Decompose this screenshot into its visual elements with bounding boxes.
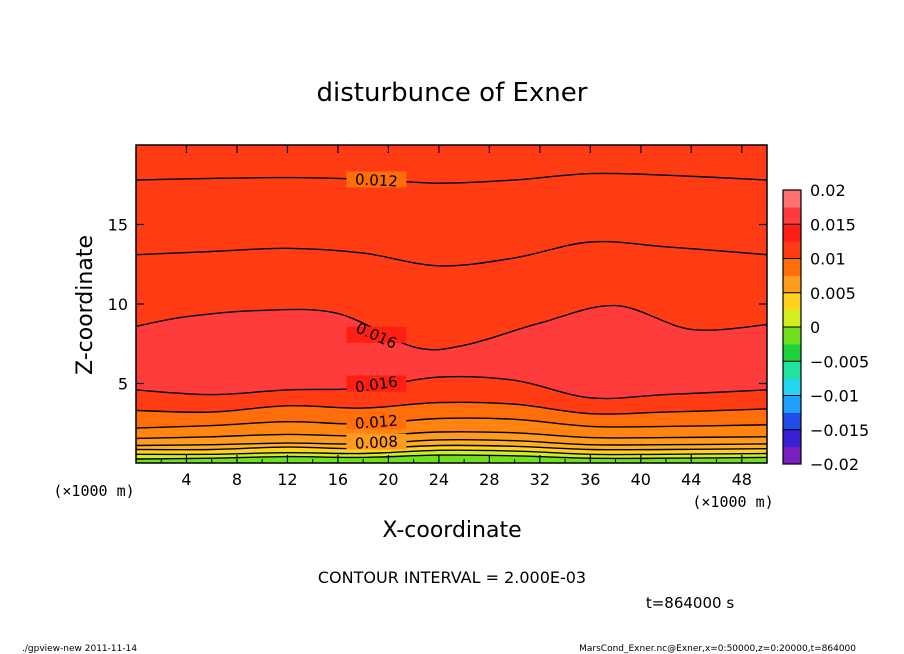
contour-label-bg (346, 171, 407, 188)
colorbar-swatch (783, 446, 801, 465)
time-text: t=864000 s (646, 594, 734, 612)
contour-label-bg (346, 433, 407, 450)
contour-label-bg (346, 413, 407, 430)
contour-label: 0.012 (354, 170, 398, 190)
y-tick-label: 10 (108, 295, 128, 314)
contour-line (136, 439, 767, 447)
contour-fill-area (136, 145, 767, 463)
x-tick-label: 28 (479, 470, 499, 489)
contour-line (136, 449, 767, 456)
chart-title: disturbunce of Exner (317, 78, 588, 108)
contour-line (136, 417, 767, 429)
colorbar-swatch (783, 395, 801, 413)
colorbar-swatch (783, 224, 801, 242)
high-center (705, 340, 767, 385)
footer-right: MarsCond_Exner.nc@Exner,x=0:50000,z=0:20… (579, 644, 856, 654)
contour-line (136, 375, 767, 400)
colorbar-tick-label: 0.02 (810, 181, 846, 200)
x-tick-label: 20 (378, 470, 398, 489)
colorbar-swatch (783, 429, 801, 448)
colorbar-swatch (783, 241, 801, 259)
y-tick-label: 5 (118, 375, 128, 394)
colorbar-swatch (783, 292, 801, 311)
colorbar-swatch (783, 412, 801, 431)
colorbar-swatch (783, 190, 801, 208)
colorbar-swatch (783, 207, 801, 225)
x-tick-label: 44 (681, 470, 701, 489)
contour-line (136, 240, 767, 267)
colorbar-swatch (783, 275, 801, 294)
x-tick-label: 40 (631, 470, 651, 489)
colorbar-tick-label: 0 (810, 318, 820, 337)
colorbar-tick-label: 0.015 (810, 215, 856, 234)
footer-left: ./gpview-new 2011-11-14 (22, 644, 137, 654)
colorbar-tick-label: 0.01 (810, 250, 846, 269)
contour-line (136, 431, 767, 440)
x-axis-label: X-coordinate (382, 518, 521, 543)
y-axis-label: Z-coordinate (73, 235, 98, 375)
contour-label-bg (346, 375, 407, 392)
contour-label: 0.012 (354, 412, 398, 433)
colorbar-tick-label: −0.02 (810, 455, 859, 474)
colorbar-tick-label: 0.005 (810, 284, 856, 303)
colorbar-tick-label: −0.005 (810, 352, 869, 371)
contour-line (136, 304, 767, 351)
x-tick-label: 36 (580, 470, 600, 489)
contour-line (136, 444, 767, 451)
x-tick-label: 32 (530, 470, 550, 489)
contour-interval-text: CONTOUR INTERVAL = 2.000E-03 (318, 568, 586, 587)
colorbar-tick-label: −0.015 (810, 421, 869, 440)
colorbar-swatch (783, 344, 801, 362)
colorbar-tick-label: −0.01 (810, 387, 859, 406)
contour-label: 0.008 (354, 432, 398, 452)
contour-line (136, 172, 767, 184)
colorbar-swatch (783, 258, 801, 276)
colorbar-swatch (783, 309, 801, 328)
x-unit-left: (×1000 m) (53, 482, 134, 500)
x-tick-label: 8 (232, 470, 242, 489)
contour-label-bg (346, 326, 407, 343)
fill-band-upper (136, 145, 767, 350)
colorbar-swatch (783, 327, 801, 345)
contour-line (136, 401, 767, 415)
x-tick-label: 48 (732, 470, 752, 489)
colorbar-swatch (783, 378, 801, 396)
colorbar-swatch (783, 361, 801, 379)
x-tick-label: 12 (277, 470, 297, 489)
high-center (553, 337, 678, 382)
y-tick-label: 15 (108, 216, 128, 235)
x-tick-label: 16 (328, 470, 348, 489)
high-center (162, 342, 287, 387)
x-tick-label: 24 (429, 470, 449, 489)
x-tick-label: 4 (181, 470, 191, 489)
x-unit-right: (×1000 m) (692, 493, 773, 511)
